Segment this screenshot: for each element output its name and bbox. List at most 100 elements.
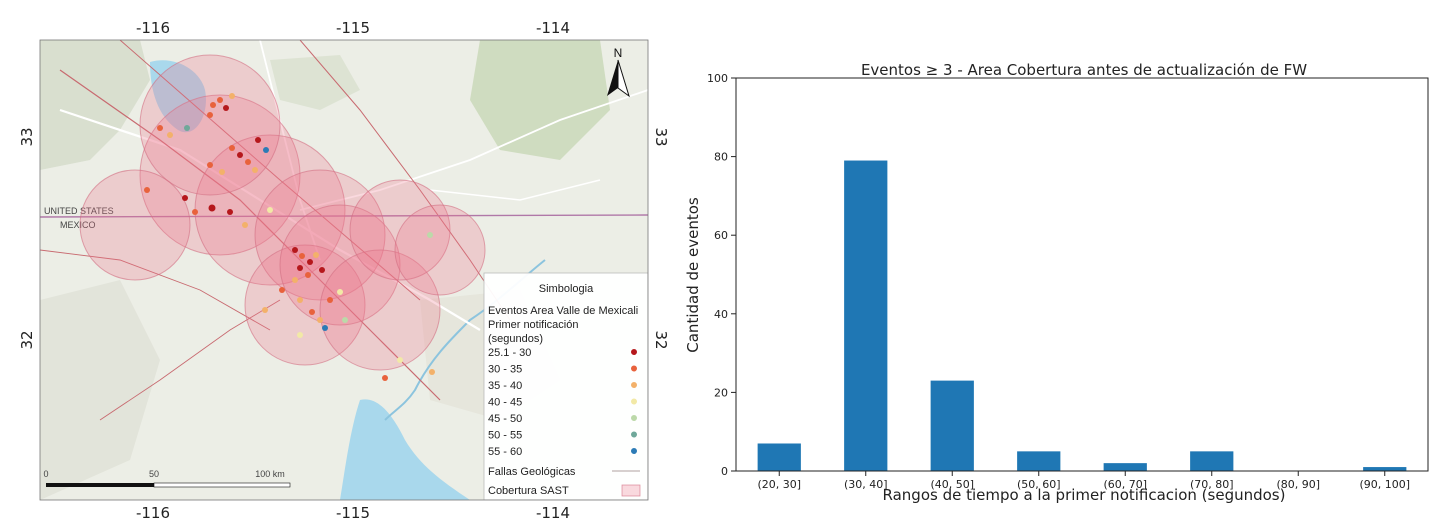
x-tick-label: (40, 50] (930, 478, 974, 491)
event-point (297, 332, 303, 338)
y-tick-label: 40 (714, 308, 728, 321)
right-tick-label: 33 (652, 127, 670, 146)
event-point (237, 152, 243, 158)
event-point (219, 169, 225, 175)
y-tick-label: 20 (714, 386, 728, 399)
legend-class-swatch (631, 349, 637, 355)
scale-label: 50 (149, 469, 159, 479)
legend-class-label: 35 - 40 (488, 380, 522, 392)
north-arrow-icon: N (607, 46, 630, 98)
event-point (313, 252, 319, 258)
legend-class-label: 55 - 60 (488, 446, 522, 458)
event-point (242, 222, 248, 228)
highway-road (259, 40, 321, 261)
country-label-us: UNITED STATES (44, 206, 114, 216)
legend-class-label: 25.1 - 30 (488, 347, 531, 359)
x-axis-label: Rangos de tiempo a la primer notificacio… (883, 486, 1286, 504)
terrain-patch (270, 55, 360, 110)
top-tick-label: -114 (536, 19, 570, 37)
event-point (252, 167, 258, 173)
event-point (309, 309, 315, 315)
event-point (208, 204, 216, 212)
event-point (297, 265, 303, 271)
event-point (157, 125, 163, 131)
bar (1103, 463, 1147, 471)
bar (844, 160, 888, 471)
scale-label: 100 km (255, 469, 285, 479)
event-point (207, 162, 213, 168)
terrain-patch (40, 280, 160, 500)
event-point (182, 195, 188, 201)
y-axis-label: Cantidad de eventos (684, 197, 702, 353)
x-axis: (20, 30] (30, 40] (40, 50] (50, 60] (60, 70]… (757, 471, 1410, 491)
x-tick-label: (90, 100] (1359, 478, 1410, 491)
event-point (267, 207, 273, 213)
y-axis: 0 20 40 60 80 100 (707, 72, 736, 478)
legend-class-swatch (631, 365, 637, 372)
highway-road (429, 179, 601, 201)
bottom-tick-label: -116 (136, 504, 170, 522)
x-tick-label: (70, 80] (1190, 478, 1234, 491)
map-legend: Simbologia Eventos Area Valle de Mexical… (483, 272, 648, 500)
event-point (192, 209, 198, 215)
bar (757, 443, 801, 471)
x-tick-label: (30, 40] (844, 478, 888, 491)
legend-subtitle: Primer notificación (488, 319, 578, 331)
fault-line (99, 299, 281, 421)
event-point (292, 247, 298, 253)
event-point (337, 289, 343, 295)
histogram-chart: Eventos ≥ 3 - Area Cobertura antes de ac… (684, 61, 1429, 504)
fault-line (59, 69, 441, 401)
map-frame (39, 39, 649, 501)
event-point (342, 317, 348, 323)
left-tick-label: 32 (18, 330, 36, 349)
fault-line (299, 40, 511, 321)
coverage-circle (244, 244, 366, 366)
event-point (255, 137, 261, 143)
x-tick-label: (80, 90] (1276, 478, 1320, 491)
event-point (207, 112, 213, 118)
event-point (184, 125, 190, 131)
fault-line (119, 40, 421, 301)
gulf-of-california (340, 399, 470, 500)
coverage-circle (139, 54, 281, 196)
legend-title: Simbologia (539, 283, 594, 295)
bottom-tick-label: -115 (336, 504, 370, 522)
chart-title: Eventos ≥ 3 - Area Cobertura antes de ac… (861, 61, 1307, 79)
event-point (229, 93, 235, 99)
event-points (144, 93, 435, 381)
delta-island (410, 443, 434, 461)
event-point (397, 357, 403, 363)
bar (930, 380, 974, 471)
legend-class-swatch (631, 398, 637, 405)
event-point (227, 209, 233, 215)
event-point (307, 259, 313, 265)
event-point (299, 253, 305, 259)
bars (757, 160, 1407, 471)
highway-road (299, 89, 648, 211)
event-point (317, 317, 323, 323)
x-tick-label: (60, 70] (1103, 478, 1147, 491)
event-point (144, 187, 150, 193)
legend-class-label: 45 - 50 (488, 413, 522, 425)
event-point (217, 97, 223, 103)
event-point (319, 267, 325, 273)
map-panel: -116 -115 -114 -116 -115 -114 33 32 33 3… (0, 0, 680, 526)
event-point (292, 277, 298, 283)
chart-panel: Eventos ≥ 3 - Area Cobertura antes de ac… (680, 0, 1443, 526)
y-tick-label: 60 (714, 229, 728, 242)
legend-class-swatch (631, 382, 637, 388)
legend-class-label: 30 - 35 (488, 364, 522, 376)
legend-class-swatch (631, 415, 637, 421)
y-tick-label: 0 (721, 465, 728, 478)
event-point (210, 102, 216, 108)
legend-class-swatch (631, 431, 637, 438)
event-point (305, 272, 311, 278)
event-point (382, 375, 388, 381)
coverage-circle (254, 169, 386, 301)
y-tick-label: 80 (714, 151, 728, 164)
coverage-legend-swatch (621, 484, 641, 497)
terrain-patch (40, 40, 150, 170)
event-point (245, 159, 251, 165)
bar (1190, 451, 1234, 471)
